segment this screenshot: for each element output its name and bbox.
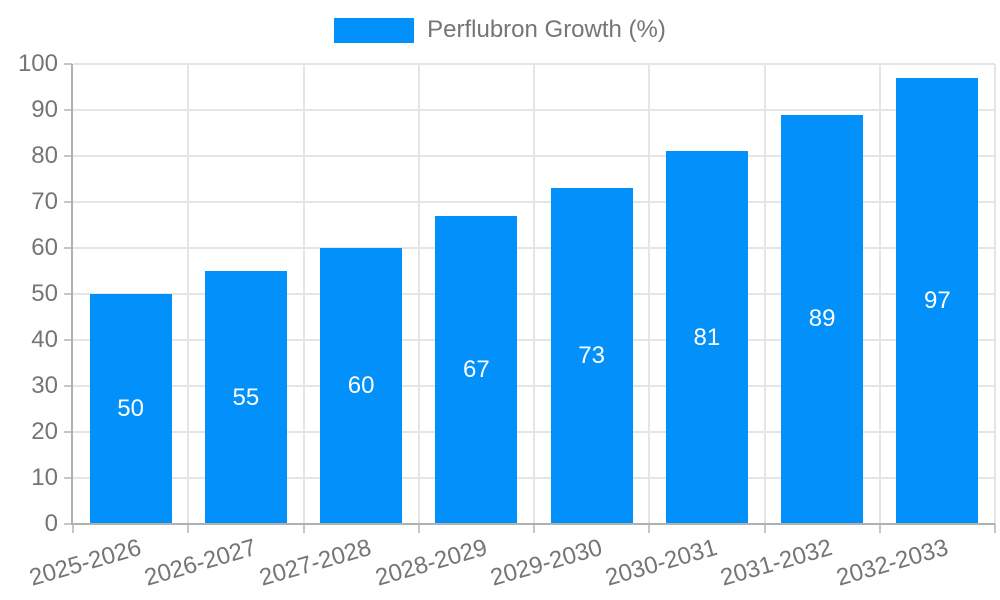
- gridline-vertical: [763, 64, 766, 524]
- bar[interactable]: 97: [896, 77, 979, 523]
- gridline-vertical: [878, 64, 881, 524]
- bar[interactable]: 89: [781, 114, 864, 523]
- bar-value-label: 81: [693, 323, 721, 351]
- gridline-vertical: [533, 64, 535, 524]
- y-axis-tick: [64, 385, 72, 387]
- y-axis-tick-label: 40: [31, 326, 58, 353]
- y-axis-tick: [64, 339, 72, 341]
- x-axis-tick: [878, 524, 881, 533]
- bar-value-label: 97: [924, 286, 951, 314]
- y-axis-tick-label: 100: [17, 50, 58, 77]
- y-axis-tick: [64, 201, 72, 203]
- bar[interactable]: 67: [435, 215, 518, 523]
- y-axis-tick-label: 90: [31, 96, 58, 123]
- x-axis-tick-label: 2030-2031: [602, 534, 721, 592]
- y-axis-tick-label: 10: [31, 464, 58, 491]
- gridline-vertical: [417, 64, 420, 524]
- y-axis-tick: [64, 293, 72, 295]
- x-axis-tick: [648, 524, 651, 533]
- y-axis-tick: [64, 477, 72, 479]
- legend-swatch: [334, 17, 415, 43]
- legend-label: Perflubron Growth (%): [427, 16, 666, 43]
- x-axis-tick: [187, 524, 190, 533]
- x-axis-tick: [72, 524, 74, 533]
- y-axis-tick: [64, 155, 72, 157]
- bar-value-label: 55: [232, 383, 260, 411]
- x-axis-tick-label: 2032-2033: [833, 534, 951, 592]
- x-axis-tick-label: 2031-2032: [717, 534, 836, 592]
- y-axis-line: [71, 64, 73, 524]
- y-axis-tick-label: 0: [44, 510, 58, 537]
- gridline-vertical: [302, 64, 305, 524]
- bar[interactable]: 73: [550, 188, 633, 523]
- x-axis-tick-label: 2025-2026: [26, 534, 145, 592]
- y-axis-tick-label: 20: [31, 418, 58, 445]
- gridline-vertical: [994, 64, 996, 524]
- bar-value-label: 67: [463, 355, 490, 383]
- x-axis-tick: [417, 524, 420, 533]
- y-axis-tick-label: 50: [31, 280, 58, 307]
- y-axis-tick: [64, 523, 72, 525]
- bar-value-label: 60: [347, 372, 375, 399]
- y-axis-tick: [64, 247, 72, 249]
- bar[interactable]: 50: [89, 294, 172, 523]
- gridline-vertical: [187, 64, 190, 524]
- legend: Perflubron Growth (%): [0, 16, 1000, 44]
- y-axis-tick-label: 70: [31, 188, 58, 215]
- bar[interactable]: 60: [320, 248, 403, 523]
- x-axis-tick-label: 2026-2027: [141, 534, 260, 592]
- legend-item-perflubron-growth[interactable]: Perflubron Growth (%): [334, 16, 666, 44]
- x-axis-tick: [763, 524, 766, 533]
- bar-value-label: 89: [808, 305, 836, 333]
- y-axis-tick: [64, 109, 72, 111]
- x-axis-line: [71, 523, 995, 525]
- bar-value-label: 73: [578, 342, 605, 370]
- bar[interactable]: 55: [204, 271, 287, 523]
- x-axis-tick: [533, 524, 535, 533]
- x-axis-tick: [302, 524, 305, 533]
- y-axis-tick-label: 30: [31, 372, 58, 399]
- y-axis-tick-label: 80: [31, 142, 58, 169]
- y-axis-tick: [64, 63, 72, 65]
- bar-value-label: 50: [117, 395, 144, 422]
- x-axis-tick-label: 2027-2028: [256, 534, 375, 592]
- x-axis-tick-label: 2029-2030: [487, 534, 606, 592]
- gridline-vertical: [648, 64, 651, 524]
- x-axis-tick-label: 2028-2029: [372, 534, 490, 592]
- y-axis-tick: [64, 431, 72, 433]
- y-axis-tick-label: 60: [31, 234, 58, 261]
- x-axis-tick: [994, 524, 996, 533]
- bar[interactable]: 81: [665, 151, 748, 523]
